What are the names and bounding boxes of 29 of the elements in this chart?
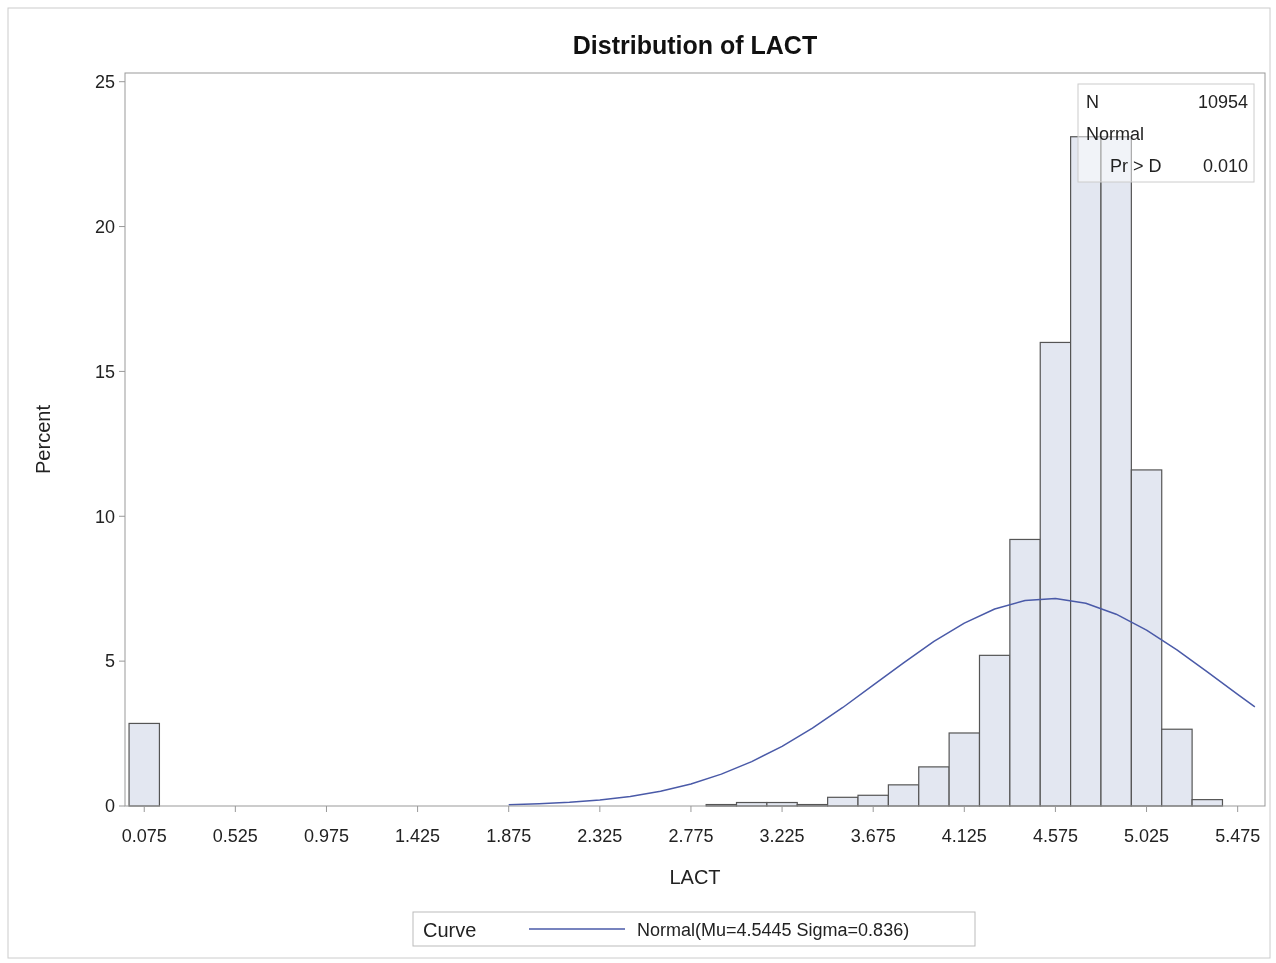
y-tick-label: 10 [94, 506, 115, 527]
annotation: 0.010 [1202, 156, 1248, 176]
y-tick-label: 25 [94, 71, 115, 92]
x-tick-label: 0.975 [303, 826, 349, 846]
x-tick-label: 0.525 [212, 826, 258, 846]
y-axis-title: Percent [32, 404, 54, 474]
x-tick-label: 5.025 [1124, 826, 1170, 846]
x-axis-title: LACT [669, 866, 721, 888]
y-tick-label: 20 [94, 216, 115, 237]
text: Normal(Mu=4.5445 Sigma=0.836) [637, 920, 910, 940]
y-tick-label: 15 [94, 361, 115, 382]
annotation: N [1086, 92, 1099, 112]
chart-title: Distribution of LACT [572, 31, 818, 59]
x-tick-label: 2.775 [668, 826, 714, 846]
annotation: Pr > D [1110, 156, 1162, 176]
x-tick-label: 3.225 [759, 826, 805, 846]
legend-title: Curve [423, 919, 477, 941]
x-tick-label: 4.125 [941, 826, 987, 846]
x-tick-label: 1.425 [395, 826, 441, 846]
x-tick-label: 1.875 [486, 826, 532, 846]
x-tick-label: 2.325 [577, 826, 623, 846]
x-tick-label: 3.675 [850, 826, 896, 846]
y-tick-label: 0 [104, 796, 115, 817]
x-tick-label: 4.575 [1032, 826, 1078, 846]
x-tick-label: 5.475 [1215, 826, 1261, 846]
x-tick-label: 0.075 [121, 826, 167, 846]
annotation: 10954 [1197, 92, 1248, 112]
annotation: Normal [1086, 124, 1145, 144]
y-tick-label: 5 [104, 651, 115, 672]
